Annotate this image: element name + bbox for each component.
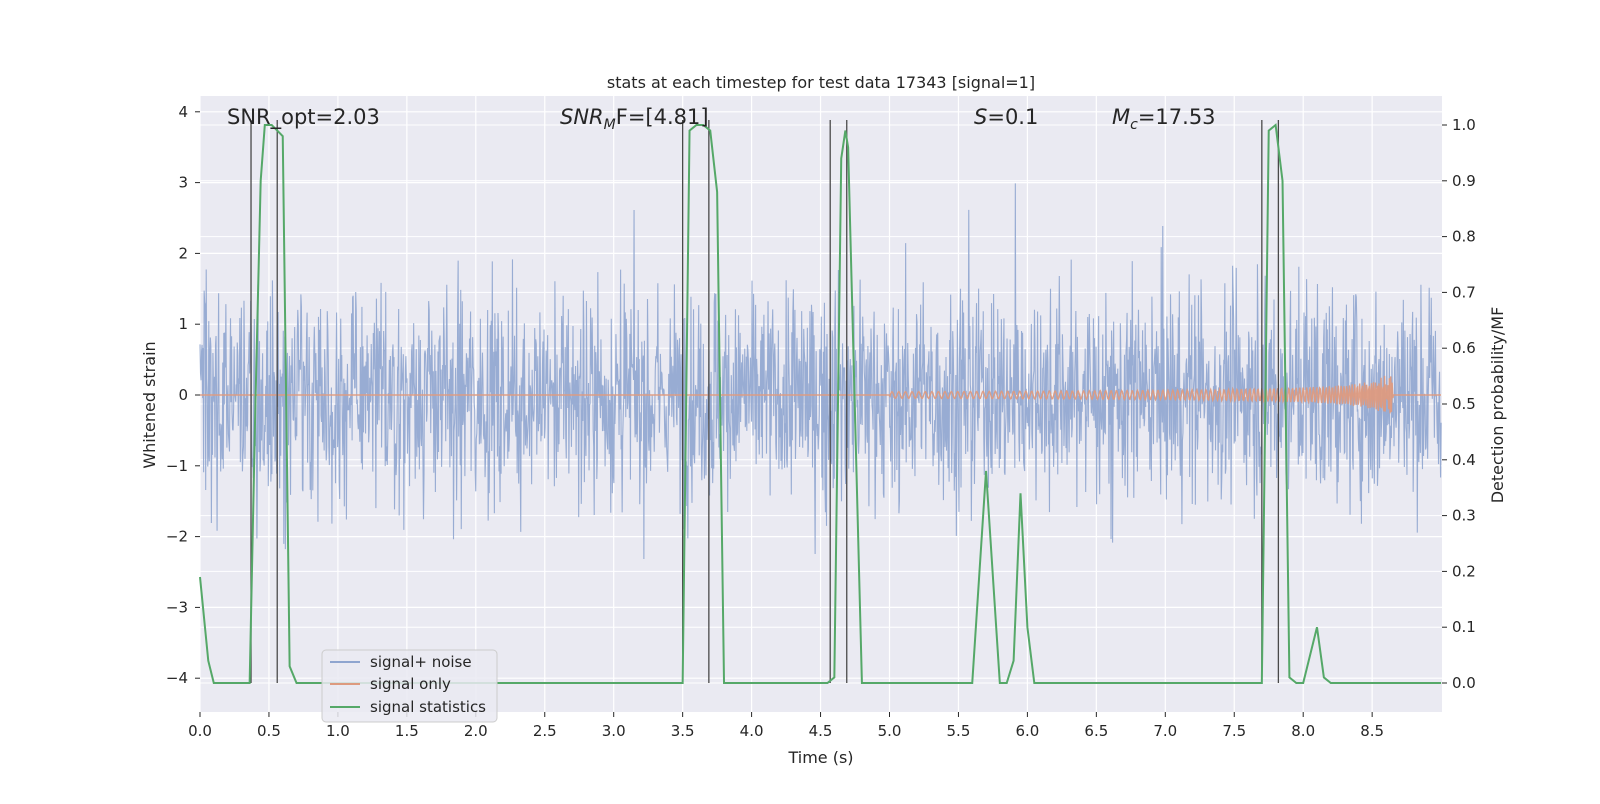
x-tick-label: 2.0 [464,722,488,740]
y-right-tick-label: 0.3 [1452,507,1476,525]
x-tick-label: 6.0 [1015,722,1039,740]
x-axis-label: Time (s) [787,748,853,767]
signal-noise-series [199,183,1442,560]
x-tick-label: 3.0 [602,722,626,740]
y-right-ticks: 1.0 0.9 0.8 0.7 0.6 0.5 0.4 0.3 0.2 0.1 0.0 [1442,116,1476,692]
x-tick-label: 3.5 [671,722,695,740]
y-right-tick-label: 0.5 [1452,395,1476,413]
x-tick-label: 5.0 [878,722,902,740]
y-left-tick-label: −2 [166,528,188,546]
legend-label-stats: signal statistics [370,698,486,716]
y-left-ticks: 4 3 2 1 0 −1 −2 −3 −4 [166,103,200,687]
x-tick-label: 0.0 [188,722,212,740]
y-right-tick-label: 0.1 [1452,618,1476,636]
x-tick-label: 4.5 [809,722,833,740]
x-ticks: 0.0 0.5 1.0 1.5 2.0 2.5 3.0 3.5 4.0 4.5 5.0 5.5 6.0 6… [188,712,1384,740]
x-tick-label: 2.5 [533,722,557,740]
y-left-tick-label: 0 [178,386,188,404]
y-left-tick-label: 3 [178,174,188,192]
y-axis-label-right: Detection probability/MF [1488,307,1507,504]
signal-statistics-series [199,123,1442,684]
y-left-tick-label: −4 [166,669,188,687]
y-right-tick-label: 0.9 [1452,172,1476,190]
y-right-tick-label: 0.8 [1452,228,1476,246]
noise-line [199,183,1442,560]
x-tick-label: 7.0 [1153,722,1177,740]
annotation-snr-mf: SNRMF=[4.81] [560,105,709,133]
x-tick-label: 5.5 [947,722,971,740]
y-right-tick-label: 0.2 [1452,562,1476,580]
y-left-tick-label: 1 [178,315,188,333]
y-right-tick-label: 0.7 [1452,283,1476,301]
y-right-tick-label: 0.6 [1452,339,1476,357]
legend-box [321,649,498,723]
x-tick-label: 0.5 [257,722,281,740]
x-tick-label: 6.5 [1084,722,1108,740]
signal-only-series [200,375,1442,414]
y-right-tick-label: 0.0 [1452,674,1476,692]
legend-label-signal: signal only [370,675,451,693]
y-axis-label-left: Whitened strain [140,341,159,468]
x-tick-label: 8.5 [1360,722,1384,740]
x-tick-label: 1.0 [326,722,350,740]
y-left-tick-label: −3 [166,598,188,616]
signal-only-line [200,375,1442,414]
x-tick-label: 8.0 [1291,722,1315,740]
x-tick-label: 4.0 [740,722,764,740]
signal-statistics-line [199,123,1442,684]
y-left-tick-label: 2 [178,244,188,262]
y-left-tick-label: 4 [178,103,188,121]
chart-title: stats at each timestep for test data 173… [607,73,1035,92]
annotation-snr-opt: SNR_opt=2.03 [227,105,380,130]
y-right-tick-label: 1.0 [1452,116,1476,134]
annotation-mc: Mc=17.53 [1112,105,1216,133]
y-right-tick-label: 0.4 [1452,451,1476,469]
vertical-markers [250,120,1280,683]
x-tick-label: 1.5 [395,722,419,740]
x-tick-label: 7.5 [1222,722,1246,740]
y-left-tick-label: −1 [166,457,188,475]
annotation-s: S=0.1 [974,105,1038,129]
legend-label-noise: signal+ noise [370,653,472,671]
legend: signal+ noise signal only signal statist… [321,649,498,723]
